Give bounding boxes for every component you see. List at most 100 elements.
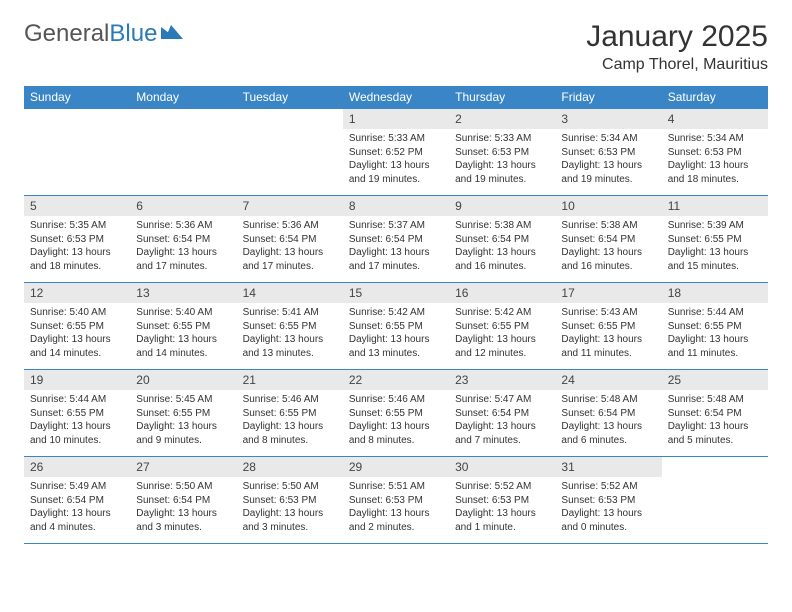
sunset-text: Sunset: 6:53 PM: [455, 146, 549, 160]
daylight-text: Daylight: 13 hours and 6 minutes.: [561, 420, 655, 447]
day-number: 30: [449, 457, 555, 477]
daylight-text: Daylight: 13 hours and 17 minutes.: [243, 246, 337, 273]
day-number: 2: [449, 109, 555, 129]
sunset-text: Sunset: 6:54 PM: [30, 494, 124, 508]
location: Camp Thorel, Mauritius: [586, 56, 768, 74]
sunrise-text: Sunrise: 5:39 AM: [668, 219, 762, 233]
weekday-header: Tuesday: [237, 86, 343, 109]
day-content: Sunrise: 5:33 AMSunset: 6:52 PMDaylight:…: [343, 129, 449, 190]
day-number: 27: [130, 457, 236, 477]
daylight-text: Daylight: 13 hours and 7 minutes.: [455, 420, 549, 447]
calendar-day-cell: 9Sunrise: 5:38 AMSunset: 6:54 PMDaylight…: [449, 196, 555, 283]
day-content: Sunrise: 5:52 AMSunset: 6:53 PMDaylight:…: [555, 477, 661, 538]
calendar-day-cell: 8Sunrise: 5:37 AMSunset: 6:54 PMDaylight…: [343, 196, 449, 283]
calendar-week-row: 12Sunrise: 5:40 AMSunset: 6:55 PMDayligh…: [24, 283, 768, 370]
calendar-day-cell: ..: [130, 109, 236, 196]
weekday-header: Saturday: [662, 86, 768, 109]
day-number: 31: [555, 457, 661, 477]
day-number: 4: [662, 109, 768, 129]
weekday-header: Sunday: [24, 86, 130, 109]
day-number: 26: [24, 457, 130, 477]
daylight-text: Daylight: 13 hours and 11 minutes.: [561, 333, 655, 360]
logo-word1: General: [24, 20, 109, 47]
day-content: Sunrise: 5:36 AMSunset: 6:54 PMDaylight:…: [237, 216, 343, 277]
calendar-day-cell: 16Sunrise: 5:42 AMSunset: 6:55 PMDayligh…: [449, 283, 555, 370]
sunset-text: Sunset: 6:54 PM: [455, 233, 549, 247]
sunset-text: Sunset: 6:53 PM: [668, 146, 762, 160]
day-content: Sunrise: 5:36 AMSunset: 6:54 PMDaylight:…: [130, 216, 236, 277]
calendar-day-cell: 25Sunrise: 5:48 AMSunset: 6:54 PMDayligh…: [662, 370, 768, 457]
day-number: 5: [24, 196, 130, 216]
sunset-text: Sunset: 6:54 PM: [455, 407, 549, 421]
sunrise-text: Sunrise: 5:48 AM: [668, 393, 762, 407]
day-content: Sunrise: 5:50 AMSunset: 6:53 PMDaylight:…: [237, 477, 343, 538]
day-content: Sunrise: 5:39 AMSunset: 6:55 PMDaylight:…: [662, 216, 768, 277]
sunrise-text: Sunrise: 5:40 AM: [30, 306, 124, 320]
calendar-day-cell: 29Sunrise: 5:51 AMSunset: 6:53 PMDayligh…: [343, 457, 449, 544]
day-content: Sunrise: 5:50 AMSunset: 6:54 PMDaylight:…: [130, 477, 236, 538]
day-number: 10: [555, 196, 661, 216]
sunrise-text: Sunrise: 5:48 AM: [561, 393, 655, 407]
daylight-text: Daylight: 13 hours and 3 minutes.: [243, 507, 337, 534]
day-content: Sunrise: 5:42 AMSunset: 6:55 PMDaylight:…: [449, 303, 555, 364]
day-number: 24: [555, 370, 661, 390]
daylight-text: Daylight: 13 hours and 8 minutes.: [243, 420, 337, 447]
sunset-text: Sunset: 6:53 PM: [349, 494, 443, 508]
sunset-text: Sunset: 6:53 PM: [455, 494, 549, 508]
calendar-day-cell: 14Sunrise: 5:41 AMSunset: 6:55 PMDayligh…: [237, 283, 343, 370]
sunset-text: Sunset: 6:55 PM: [243, 320, 337, 334]
sunrise-text: Sunrise: 5:50 AM: [243, 480, 337, 494]
sunrise-text: Sunrise: 5:44 AM: [668, 306, 762, 320]
daylight-text: Daylight: 13 hours and 2 minutes.: [349, 507, 443, 534]
sunset-text: Sunset: 6:55 PM: [136, 407, 230, 421]
sunset-text: Sunset: 6:53 PM: [30, 233, 124, 247]
weekday-header-row: Sunday Monday Tuesday Wednesday Thursday…: [24, 86, 768, 109]
daylight-text: Daylight: 13 hours and 17 minutes.: [349, 246, 443, 273]
sunset-text: Sunset: 6:54 PM: [136, 494, 230, 508]
calendar-day-cell: 19Sunrise: 5:44 AMSunset: 6:55 PMDayligh…: [24, 370, 130, 457]
day-number: 8: [343, 196, 449, 216]
day-number: 16: [449, 283, 555, 303]
calendar-day-cell: 21Sunrise: 5:46 AMSunset: 6:55 PMDayligh…: [237, 370, 343, 457]
day-number: 20: [130, 370, 236, 390]
calendar-day-cell: 5Sunrise: 5:35 AMSunset: 6:53 PMDaylight…: [24, 196, 130, 283]
day-content: Sunrise: 5:34 AMSunset: 6:53 PMDaylight:…: [662, 129, 768, 190]
title-block: January 2025 Camp Thorel, Mauritius: [586, 20, 768, 74]
day-number: 19: [24, 370, 130, 390]
calendar-day-cell: ..: [24, 109, 130, 196]
day-content: Sunrise: 5:46 AMSunset: 6:55 PMDaylight:…: [343, 390, 449, 451]
sunrise-text: Sunrise: 5:35 AM: [30, 219, 124, 233]
sunrise-text: Sunrise: 5:36 AM: [243, 219, 337, 233]
sunset-text: Sunset: 6:55 PM: [136, 320, 230, 334]
day-content: Sunrise: 5:38 AMSunset: 6:54 PMDaylight:…: [555, 216, 661, 277]
calendar-day-cell: 13Sunrise: 5:40 AMSunset: 6:55 PMDayligh…: [130, 283, 236, 370]
day-content: Sunrise: 5:43 AMSunset: 6:55 PMDaylight:…: [555, 303, 661, 364]
daylight-text: Daylight: 13 hours and 12 minutes.: [455, 333, 549, 360]
calendar-day-cell: 10Sunrise: 5:38 AMSunset: 6:54 PMDayligh…: [555, 196, 661, 283]
day-content: Sunrise: 5:49 AMSunset: 6:54 PMDaylight:…: [24, 477, 130, 538]
daylight-text: Daylight: 13 hours and 8 minutes.: [349, 420, 443, 447]
calendar-day-cell: 4Sunrise: 5:34 AMSunset: 6:53 PMDaylight…: [662, 109, 768, 196]
sunrise-text: Sunrise: 5:42 AM: [349, 306, 443, 320]
sunrise-text: Sunrise: 5:46 AM: [243, 393, 337, 407]
sunrise-text: Sunrise: 5:52 AM: [455, 480, 549, 494]
day-number: 22: [343, 370, 449, 390]
weekday-header: Friday: [555, 86, 661, 109]
day-content: Sunrise: 5:41 AMSunset: 6:55 PMDaylight:…: [237, 303, 343, 364]
daylight-text: Daylight: 13 hours and 19 minutes.: [349, 159, 443, 186]
logo-word2: Blue: [109, 20, 157, 47]
calendar-day-cell: 18Sunrise: 5:44 AMSunset: 6:55 PMDayligh…: [662, 283, 768, 370]
calendar-week-row: 19Sunrise: 5:44 AMSunset: 6:55 PMDayligh…: [24, 370, 768, 457]
calendar-day-cell: ..: [662, 457, 768, 544]
day-number: 13: [130, 283, 236, 303]
calendar-week-row: ......1Sunrise: 5:33 AMSunset: 6:52 PMDa…: [24, 109, 768, 196]
daylight-text: Daylight: 13 hours and 1 minute.: [455, 507, 549, 534]
calendar-day-cell: 11Sunrise: 5:39 AMSunset: 6:55 PMDayligh…: [662, 196, 768, 283]
triangle-icon: [161, 21, 183, 39]
day-content: Sunrise: 5:51 AMSunset: 6:53 PMDaylight:…: [343, 477, 449, 538]
sunrise-text: Sunrise: 5:51 AM: [349, 480, 443, 494]
sunrise-text: Sunrise: 5:50 AM: [136, 480, 230, 494]
calendar-day-cell: 3Sunrise: 5:34 AMSunset: 6:53 PMDaylight…: [555, 109, 661, 196]
daylight-text: Daylight: 13 hours and 11 minutes.: [668, 333, 762, 360]
sunset-text: Sunset: 6:54 PM: [243, 233, 337, 247]
